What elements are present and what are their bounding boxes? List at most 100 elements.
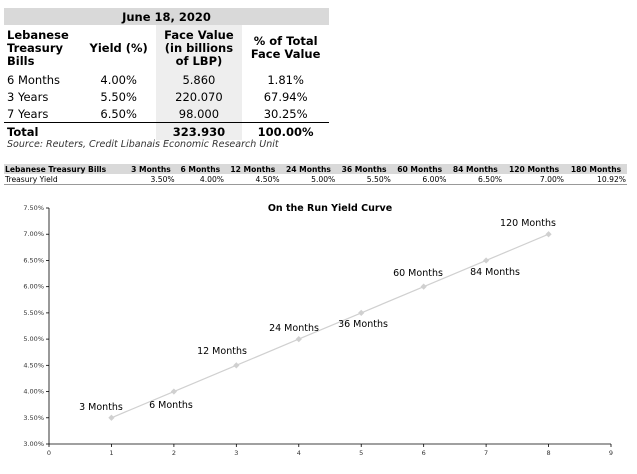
data-point-label: 6 Months bbox=[149, 400, 193, 411]
data-point-marker bbox=[170, 388, 178, 395]
data-point-label: 60 Months bbox=[393, 268, 443, 279]
cell-tenor: 3 Years bbox=[7, 89, 49, 104]
data-point-label: 120 Months bbox=[500, 218, 556, 229]
cell-pct: 67.94% bbox=[263, 89, 308, 104]
data-point-marker bbox=[108, 414, 115, 421]
strip-value-cell: 10.92% bbox=[565, 174, 627, 185]
strip-header-cell: 24 Months bbox=[280, 164, 337, 174]
cell-yield: 6.50% bbox=[100, 106, 137, 121]
data-point-label: 12 Months bbox=[197, 346, 247, 357]
table-row: 7 Years 6.50% 98.000 30.25% bbox=[4, 105, 329, 123]
treasury-bills-table: June 18, 2020 Lebanese Treasury Bills Yi… bbox=[4, 8, 329, 140]
y-tick-label: 7.50% bbox=[23, 204, 44, 212]
data-point-marker bbox=[295, 335, 302, 343]
yield-curve-line bbox=[111, 233, 549, 419]
y-tick-label: 4.50% bbox=[23, 361, 44, 369]
table-header-row: Lebanese Treasury Bills Yield (%) Face V… bbox=[4, 25, 329, 71]
y-tick-label: 5.00% bbox=[23, 335, 44, 343]
data-point-marker bbox=[233, 362, 240, 369]
cell-pct: 30.25% bbox=[263, 106, 308, 121]
x-tick-label: 0 bbox=[47, 449, 51, 457]
strip-header-cell: 84 Months bbox=[447, 164, 504, 174]
header-yield: Yield (%) bbox=[82, 25, 156, 71]
x-tick-label: 4 bbox=[297, 449, 301, 457]
y-tick-label: 6.50% bbox=[23, 256, 44, 264]
x-tick-label: 1 bbox=[109, 449, 113, 457]
y-tick-label: 7.00% bbox=[23, 230, 44, 238]
strip-header-label: Lebanese Treasury Bills bbox=[4, 164, 127, 174]
header-bills-line: Bills bbox=[7, 53, 35, 68]
cell-face: 98.000 bbox=[155, 105, 243, 123]
header-yield-line: Yield (%) bbox=[89, 40, 148, 55]
header-pct-line: % of Total bbox=[253, 34, 318, 48]
yield-strip-table: Lebanese Treasury Bills 3 Months 6 Months 1… bbox=[4, 164, 627, 185]
strip-header-cell: 120 Months bbox=[503, 164, 566, 174]
data-point-label: 3 Months bbox=[79, 402, 123, 413]
total-yield-empty bbox=[81, 122, 156, 140]
header-bills-line: Treasury bbox=[7, 40, 64, 55]
y-tick-label: 3.00% bbox=[23, 440, 44, 448]
strip-value-cell: 7.00% bbox=[503, 174, 566, 185]
table-date: June 18, 2020 bbox=[4, 8, 329, 25]
cell-tenor: 7 Years bbox=[7, 106, 49, 121]
total-pct: 100.00% bbox=[242, 122, 329, 140]
x-tick-label: 6 bbox=[422, 449, 426, 457]
strip-header-cell: 36 Months bbox=[336, 164, 392, 174]
strip-values-row: Treasury Yield 3.50% 4.00% 4.50% 5.00% 5.50% 6… bbox=[4, 174, 627, 185]
header-bills: Lebanese Treasury Bills bbox=[4, 25, 82, 71]
strip-value-label: Treasury Yield bbox=[4, 174, 127, 185]
strip-header-row: Lebanese Treasury Bills 3 Months 6 Months 1… bbox=[4, 164, 627, 174]
chart-series: 3 Months 6 Months 12 Months 24 Months 36 Mon… bbox=[79, 218, 556, 421]
data-point-marker bbox=[420, 283, 427, 290]
yield-curve-chart: On the Run Yield Curve 3.00% 3.50% 4.00% 4.… bbox=[23, 203, 613, 457]
strip-value-cell: 5.50% bbox=[336, 174, 392, 185]
strip-value-cell: 6.50% bbox=[447, 174, 504, 185]
cell-tenor: 6 Months bbox=[7, 72, 61, 87]
table-date-row: June 18, 2020 bbox=[4, 8, 329, 25]
header-pct-total: % of Total Face Value bbox=[242, 25, 329, 71]
strip-header-cell: 12 Months bbox=[225, 164, 281, 174]
x-tick-label: 2 bbox=[172, 449, 176, 457]
y-tick-label: 3.50% bbox=[23, 414, 44, 422]
cell-yield: 5.50% bbox=[100, 89, 137, 104]
cell-yield: 4.00% bbox=[100, 72, 137, 87]
header-face-line: Face Value bbox=[164, 27, 234, 42]
strip-value-cell: 6.00% bbox=[391, 174, 448, 185]
data-point-label: 36 Months bbox=[338, 319, 388, 330]
table-source-note: Source: Reuters, Credit Libanais Economi… bbox=[7, 139, 279, 150]
header-face-line: of LBP) bbox=[175, 53, 223, 68]
data-point-label: 84 Months bbox=[470, 267, 520, 278]
data-point-marker bbox=[482, 257, 490, 264]
x-tick-label: 7 bbox=[484, 449, 488, 457]
strip-value-cell: 4.00% bbox=[175, 174, 225, 185]
chart-title: On the Run Yield Curve bbox=[268, 203, 392, 214]
data-point-label: 24 Months bbox=[269, 323, 319, 334]
data-point-marker bbox=[545, 231, 552, 238]
chart-axes: 3.00% 3.50% 4.00% 4.50% 5.00% 5.50% 6.00% 6.50%… bbox=[23, 204, 613, 457]
table-total-row: Total 323.930 100.00% bbox=[4, 122, 329, 140]
strip-header-cell: 3 Months bbox=[126, 164, 176, 174]
cell-pct: 1.81% bbox=[267, 72, 304, 87]
header-face-line: (in billions bbox=[164, 40, 234, 55]
cell-face: 5.860 bbox=[155, 71, 243, 88]
y-tick-label: 4.00% bbox=[23, 388, 44, 396]
table-row: 3 Years 5.50% 220.070 67.94% bbox=[4, 88, 329, 105]
y-tick-label: 6.00% bbox=[23, 283, 44, 291]
header-bills-line: Lebanese bbox=[7, 27, 69, 42]
total-face: 323.930 bbox=[155, 122, 243, 140]
data-point-marker bbox=[358, 309, 365, 317]
header-face-value: Face Value (in billions of LBP) bbox=[155, 25, 243, 71]
y-tick-label: 5.50% bbox=[23, 309, 44, 317]
x-tick-label: 9 bbox=[609, 449, 613, 457]
x-tick-label: 5 bbox=[359, 449, 363, 457]
strip-header-cell: 6 Months bbox=[175, 164, 225, 174]
x-tick-label: 3 bbox=[234, 449, 238, 457]
strip-value-cell: 3.50% bbox=[126, 174, 176, 185]
total-label: Total bbox=[4, 122, 82, 140]
x-tick-label: 8 bbox=[546, 449, 550, 457]
strip-header-cell: 60 Months bbox=[391, 164, 448, 174]
header-pct-line: Face Value bbox=[250, 47, 321, 61]
strip-header-cell: 180 Months bbox=[565, 164, 627, 174]
cell-face: 220.070 bbox=[155, 88, 243, 105]
table-row: 6 Months 4.00% 5.860 1.81% bbox=[4, 71, 329, 88]
